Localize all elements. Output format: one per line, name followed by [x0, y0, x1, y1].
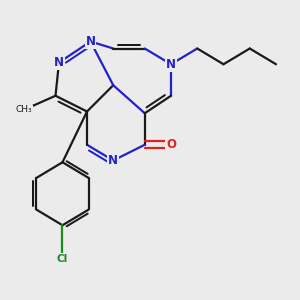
Text: O: O: [166, 138, 176, 151]
Text: N: N: [166, 58, 176, 71]
Text: Cl: Cl: [57, 254, 68, 263]
Text: CH₃: CH₃: [16, 105, 32, 114]
Text: N: N: [108, 154, 118, 167]
Text: N: N: [54, 56, 64, 69]
Text: N: N: [85, 35, 95, 48]
